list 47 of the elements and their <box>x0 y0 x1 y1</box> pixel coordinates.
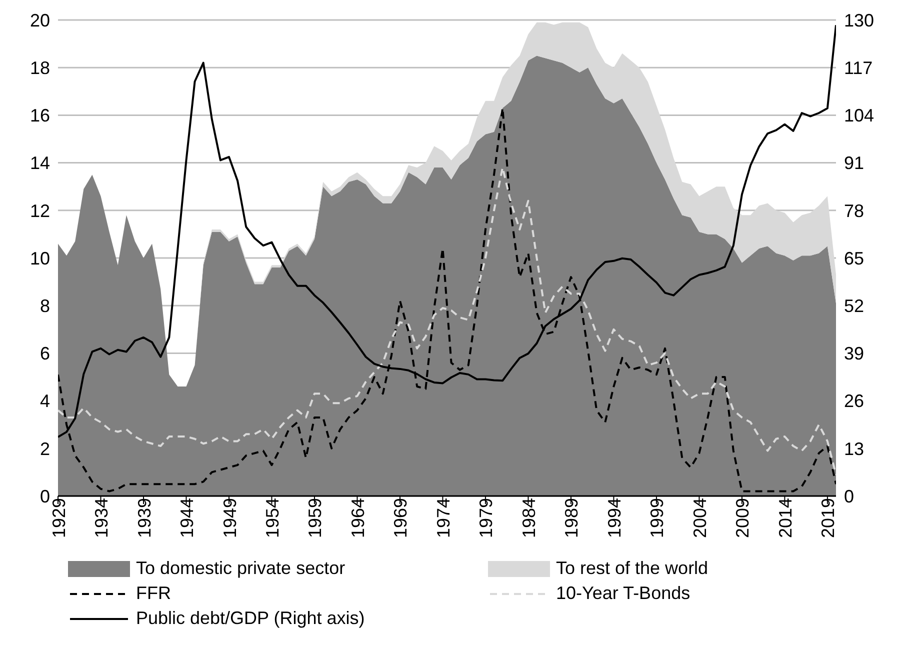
y2-tick-label: 52 <box>844 296 864 316</box>
x-tick-label: 1984 <box>519 498 539 538</box>
legend-label: To rest of the world <box>556 558 708 579</box>
y-tick-label: 14 <box>30 153 50 174</box>
y2-tick-label: 130 <box>844 10 874 30</box>
legend-label: Public debt/GDP (Right axis) <box>136 608 365 629</box>
y2-tick-label: 39 <box>844 344 864 364</box>
y-tick-label: 16 <box>30 106 50 126</box>
x-tick-label: 1949 <box>220 498 240 538</box>
y2-tick-label: 65 <box>844 248 864 268</box>
x-tick-label: 1964 <box>348 498 368 538</box>
x-tick-label: 1969 <box>390 498 411 538</box>
x-tick-label: 2004 <box>690 498 710 538</box>
y-tick-label: 10 <box>30 248 50 268</box>
x-tick-label: 2014 <box>775 498 796 538</box>
y-tick-label: 20 <box>30 10 50 30</box>
legend-label: 10-Year T-Bonds <box>556 583 690 604</box>
y2-tick-label: 13 <box>844 438 864 459</box>
y2-tick-label: 0 <box>844 486 854 506</box>
y-tick-label: 2 <box>40 438 50 459</box>
x-tick-label: 1979 <box>476 498 496 538</box>
legend-label: FFR <box>136 583 171 604</box>
line-series <box>58 166 836 476</box>
y-tick-label: 18 <box>30 58 50 78</box>
x-tick-label: 1939 <box>134 498 154 538</box>
x-tick-label: 2009 <box>732 498 753 538</box>
x-tick-label: 1929 <box>48 498 69 538</box>
y2-tick-label: 117 <box>844 58 873 78</box>
x-tick-label: 1994 <box>604 498 624 538</box>
y2-tick-label: 78 <box>844 200 864 221</box>
x-tick-label: 1989 <box>562 498 582 538</box>
x-tick-label: 1944 <box>177 498 198 538</box>
x-tick-label: 2019 <box>818 498 838 538</box>
x-tick-label: 1974 <box>434 498 454 538</box>
legend-label: To domestic private sector <box>136 558 346 579</box>
x-tick-label: 1954 <box>262 498 283 538</box>
y2-tick-label: 26 <box>844 391 864 412</box>
y2-tick-label: 104 <box>844 106 874 126</box>
y-tick-label: 12 <box>30 200 50 221</box>
x-tick-label: 1999 <box>647 498 668 538</box>
x-tick-label: 1959 <box>305 498 326 538</box>
y-tick-label: 0 <box>40 486 50 506</box>
x-tick-label: 1934 <box>92 498 112 538</box>
y-tick-label: 8 <box>40 296 50 316</box>
y2-tick-label: 91 <box>844 153 864 174</box>
y-tick-label: 6 <box>40 344 50 364</box>
y-tick-label: 4 <box>40 391 50 412</box>
